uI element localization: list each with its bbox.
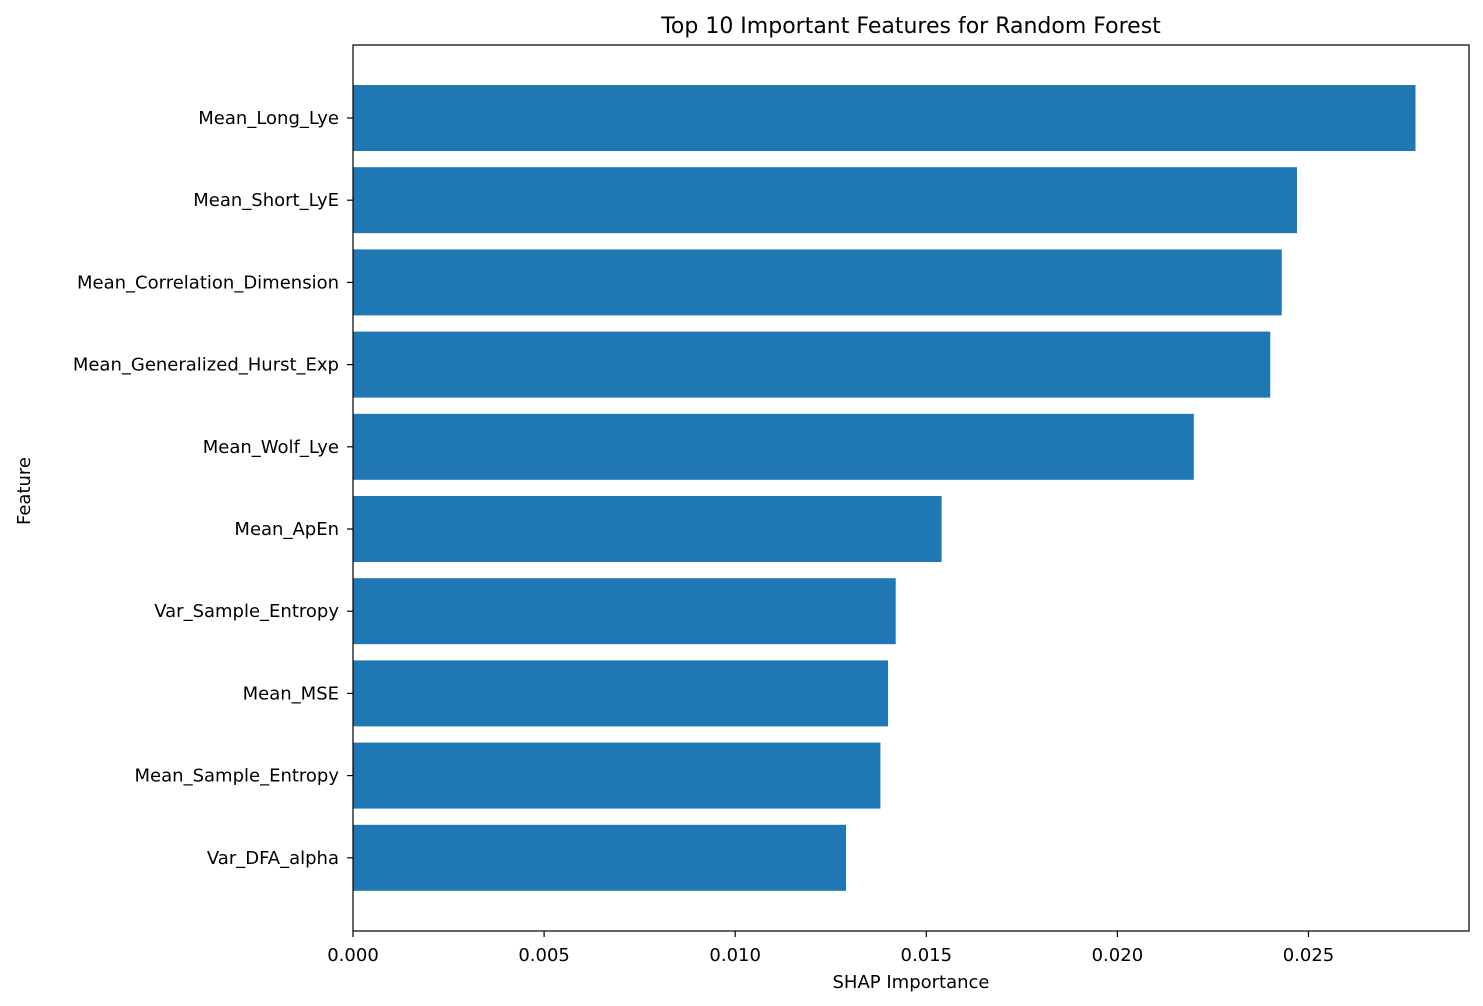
bar: [353, 496, 942, 562]
bars-group: [353, 85, 1416, 891]
x-tick-label: 0.025: [1283, 945, 1335, 966]
x-tick-label: 0.005: [518, 945, 570, 966]
x-axis-title: SHAP Importance: [833, 972, 990, 993]
chart-title: Top 10 Important Features for Random For…: [660, 14, 1161, 39]
bar: [353, 413, 1194, 480]
y-tick-label: Mean_ApEn: [234, 519, 339, 540]
y-tick-label: Mean_Generalized_Hurst_Exp: [73, 355, 339, 376]
x-tick-label: 0.015: [901, 945, 953, 966]
bar: [353, 578, 896, 645]
x-tick-label: 0.000: [327, 945, 379, 966]
y-tick-label: Mean_Correlation_Dimension: [77, 272, 339, 293]
bar: [353, 824, 847, 891]
y-tick-label: Var_Sample_Entropy: [154, 601, 339, 622]
y-tick-label: Mean_Sample_Entropy: [135, 766, 340, 787]
y-tick-label: Var_DFA_alpha: [207, 848, 339, 869]
x-tick-label: 0.010: [709, 945, 761, 966]
bar: [353, 742, 881, 809]
y-axis-title: Feature: [14, 457, 35, 525]
bar: [353, 85, 1416, 151]
bar: [353, 331, 1271, 398]
bar: [353, 660, 889, 727]
y-tick-label: Mean_Wolf_Lye: [203, 437, 339, 458]
x-tick-label: 0.020: [1092, 945, 1144, 966]
y-tick-label: Mean_MSE: [243, 683, 339, 704]
x-axis-ticks: 0.000 0.005 0.010 0.015 0.020 0.025: [327, 931, 1334, 966]
bar: [353, 167, 1298, 234]
y-tick-label: Mean_Long_Lye: [198, 108, 339, 129]
y-tick-label: Mean_Short_LyE: [193, 190, 339, 211]
plot-frame: [352, 44, 1470, 932]
bar: [353, 249, 1282, 316]
y-axis-ticks: Mean_Long_Lye Mean_Short_LyE Mean_Correlat…: [73, 108, 353, 869]
